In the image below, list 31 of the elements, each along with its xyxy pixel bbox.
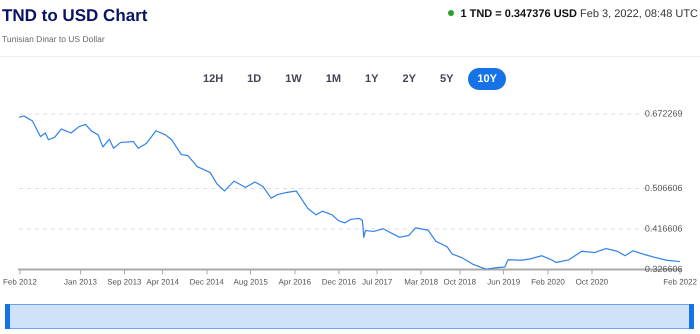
x-tick-label: Oct 2020 [576,277,609,286]
x-tick-label: Mar 2018 [404,277,439,286]
x-tick-label: Aug 2015 [234,277,268,286]
chart-subtitle: Tunisian Dinar to US Dollar [2,34,105,44]
x-tick-label: Dec 2014 [190,277,224,286]
x-tick-label: Jul 2017 [362,277,393,286]
x-tick-label: Sep 2013 [107,277,142,286]
x-tick-label: Jun 2019 [487,277,521,286]
text: 2Y [401,72,417,87]
text: 12H [202,72,224,87]
x-tick-label: Apr 2014 [146,277,180,286]
text: 10Y [468,68,506,90]
chart-title: TND to USD Chart [2,6,148,26]
x-tick-label: Feb 2022 [663,277,698,286]
x-tick-label: Feb 2012 [2,277,38,286]
text: 1W [284,72,303,87]
text: 1M [324,72,342,87]
x-tick-label: Feb 2020 [531,277,566,286]
y-tick-label: 0.506606 [644,182,682,193]
x-tick-label: Oct 2018 [444,277,477,286]
y-tick-label: 0.326606 [644,264,682,274]
text: 5Y [438,72,454,87]
x-tick-label: Jan 2013 [64,277,98,286]
x-tick-label: Apr 2016 [278,277,312,286]
text: 1D [246,72,262,87]
y-tick-label: 0.672269 [644,108,682,118]
x-tick-label: Dec 2016 [322,277,357,286]
y-tick-label: 0.416606 [644,223,682,234]
text: 1 TND = 0.347376 USD [460,8,577,20]
text: Feb 3, 2022, 08:48 UTC [580,8,698,20]
text: 1Y [364,72,380,87]
